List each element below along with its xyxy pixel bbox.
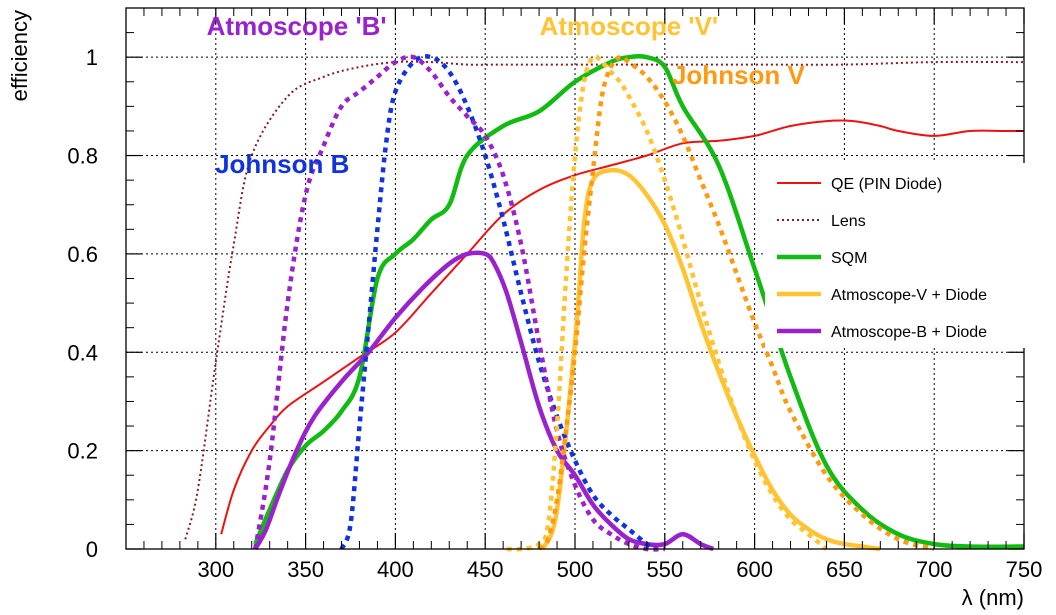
series-johnson-b [339, 54, 657, 552]
series-layer [184, 53, 1025, 552]
legend: QE (PIN Diode) Lens SQM Atmoscope-V + Diode… [765, 163, 1040, 348]
series-atmoscope-b [253, 54, 665, 552]
annotation-johnson-b: Johnson B [215, 149, 349, 179]
y-tick-label: 1 [86, 45, 98, 70]
x-tick-label: 650 [826, 557, 863, 582]
x-tick-label: 600 [736, 557, 773, 582]
x-tick-label: 350 [287, 557, 324, 582]
series-lens [184, 60, 1025, 540]
legend-label-qe-pin-diode: QE (PIN Diode) [831, 176, 942, 193]
x-tick-label: 300 [197, 557, 234, 582]
y-tick-label: 0.6 [67, 242, 98, 267]
legend-label-atmoscope-v-diode: Atmoscope-V + Diode [831, 287, 987, 304]
x-tick-label: 550 [646, 557, 683, 582]
x-tick-label: 400 [377, 557, 414, 582]
annotations: Atmoscope 'B' Atmoscope 'V' Johnson V Johns… [207, 11, 806, 179]
series-qe-pin-diode [220, 119, 1024, 535]
x-axis-label: λ (nm) [962, 585, 1024, 610]
legend-label-sqm: SQM [831, 250, 867, 267]
series-atmoscope-v-diode [540, 167, 881, 552]
series-johnson-v [537, 54, 935, 552]
series-atmoscope-b-diode [253, 250, 715, 552]
x-tick-label: 500 [557, 557, 594, 582]
y-tick-label: 0 [86, 537, 98, 562]
legend-label-atmoscope-b-diode: Atmoscope-B + Diode [831, 324, 987, 341]
y-axis-label: efficiency [7, 10, 32, 101]
annotation-atmoscope-v: Atmoscope 'V' [540, 11, 719, 41]
tick-labels: 300 350 400 450 500 550 600 650 700 750 0 0.2 0.4 0.6… [67, 45, 1042, 582]
x-tick-label: 750 [1006, 557, 1043, 582]
x-tick-label: 450 [467, 557, 504, 582]
y-tick-label: 0.8 [67, 144, 98, 169]
series-sqm [253, 53, 1025, 549]
x-tick-label: 700 [916, 557, 953, 582]
y-tick-label: 0.4 [67, 340, 98, 365]
annotation-atmoscope-b: Atmoscope 'B' [207, 11, 387, 41]
y-tick-label: 0.2 [67, 439, 98, 464]
legend-label-lens: Lens [831, 213, 866, 230]
series-atmoscope-v [506, 53, 828, 552]
annotation-johnson-v: Johnson V [672, 60, 806, 90]
